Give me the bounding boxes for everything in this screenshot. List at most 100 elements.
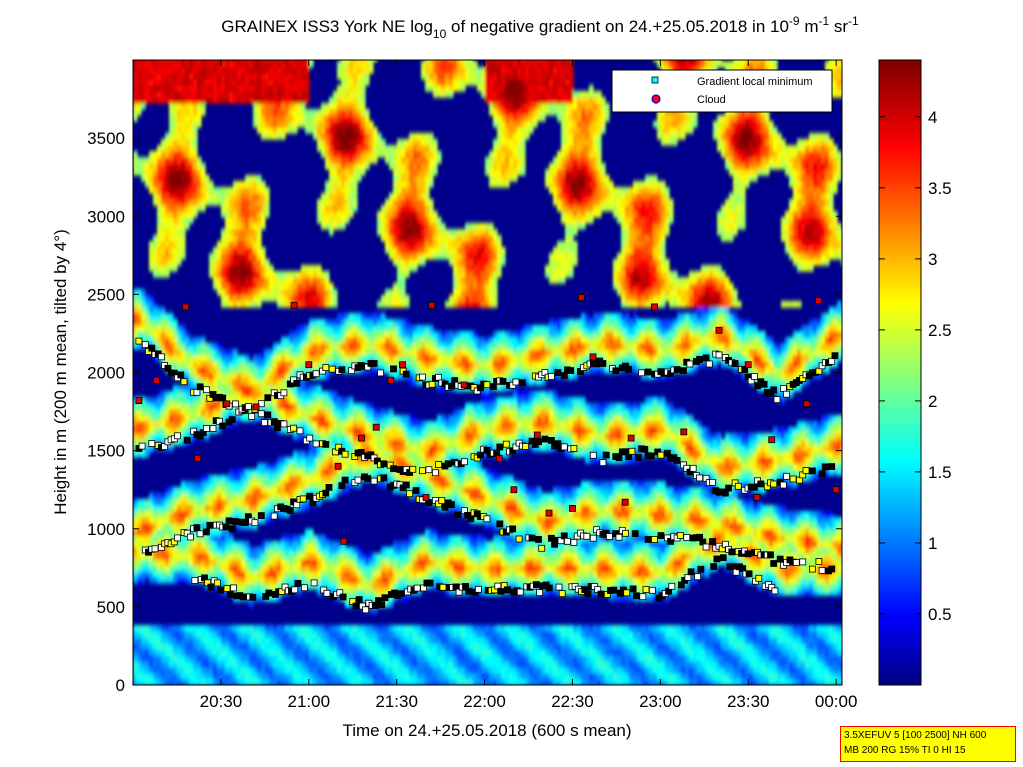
heatmap-cell: [389, 667, 394, 674]
heatmap-cell: [401, 667, 406, 674]
heatmap-cell: [409, 577, 414, 584]
heatmap-cell: [137, 343, 142, 350]
heatmap-cell: [289, 127, 294, 134]
heatmap-cell: [337, 643, 342, 650]
heatmap-cell: [385, 409, 390, 416]
heatmap-cell: [369, 127, 374, 134]
heatmap-cell: [217, 529, 222, 536]
heatmap-cell: [213, 625, 218, 632]
heatmap-cell: [401, 283, 406, 290]
heatmap-cell: [181, 349, 186, 356]
heatmap-cell: [185, 547, 190, 554]
heatmap-cell: [277, 301, 282, 308]
heatmap-cell: [245, 469, 250, 476]
heatmap-cell: [245, 493, 250, 500]
heatmap-cell: [225, 547, 230, 554]
heatmap-cell: [209, 271, 214, 278]
heatmap-cell: [169, 409, 174, 416]
heatmap-cell: [141, 577, 146, 584]
heatmap-cell: [305, 625, 310, 632]
heatmap-cell: [213, 535, 218, 542]
heatmap-cell: [313, 121, 318, 128]
heatmap-cell: [225, 649, 230, 656]
heatmap-cell: [381, 631, 386, 638]
heatmap-cell: [161, 61, 166, 68]
heatmap-cell: [293, 337, 298, 344]
heatmap-cell: [401, 631, 406, 638]
heatmap-cell: [333, 361, 338, 368]
heatmap-cell: [241, 625, 246, 632]
heatmap-cell: [193, 541, 198, 548]
heatmap-cell: [273, 475, 278, 482]
heatmap-cell: [385, 643, 390, 650]
heatmap-cell: [157, 259, 162, 266]
heatmap-cell: [305, 343, 310, 350]
heatmap-cell: [169, 115, 174, 122]
heatmap-cell: [425, 331, 430, 338]
heatmap-cell: [237, 511, 242, 518]
heatmap-cell: [169, 661, 174, 668]
heatmap-cell: [237, 565, 242, 572]
heatmap-cell: [321, 277, 326, 284]
heatmap-cell: [421, 175, 426, 182]
heatmap-cell: [257, 355, 262, 362]
heatmap-cell: [397, 673, 402, 680]
heatmap-cell: [353, 469, 358, 476]
heatmap-cell: [301, 409, 306, 416]
heatmap-cell: [169, 445, 174, 452]
heatmap-cell: [177, 193, 182, 200]
heatmap-cell: [385, 457, 390, 464]
heatmap-cell: [153, 643, 158, 650]
heatmap-cell: [145, 559, 150, 566]
heatmap-cell: [321, 391, 326, 398]
heatmap-cell: [233, 547, 238, 554]
heatmap-cell: [181, 487, 186, 494]
heatmap-cell: [265, 385, 270, 392]
heatmap-cell: [273, 565, 278, 572]
heatmap-cell: [361, 169, 366, 176]
heatmap-cell: [249, 211, 254, 218]
heatmap-cell: [269, 385, 274, 392]
heatmap-cell: [149, 565, 154, 572]
heatmap-cell: [221, 85, 226, 92]
heatmap-cell: [265, 199, 270, 206]
heatmap-cell: [381, 331, 386, 338]
heatmap-cell: [249, 283, 254, 290]
heatmap-cell: [181, 535, 186, 542]
heatmap-cell: [401, 235, 406, 242]
heatmap-cell: [277, 631, 282, 638]
heatmap-cell: [157, 511, 162, 518]
heatmap-cell: [169, 181, 174, 188]
heatmap-cell: [181, 355, 186, 362]
heatmap-cell: [177, 235, 182, 242]
heatmap-cell: [385, 145, 390, 152]
heatmap-cell: [297, 679, 302, 685]
heatmap-cell: [389, 145, 394, 152]
heatmap-cell: [409, 211, 414, 218]
heatmap-cell: [261, 295, 266, 302]
heatmap-cell: [257, 217, 262, 224]
heatmap-cell: [273, 673, 278, 680]
heatmap-cell: [169, 337, 174, 344]
heatmap-cell: [365, 667, 370, 674]
heatmap-cell: [333, 421, 338, 428]
heatmap-cell: [157, 337, 162, 344]
heatmap-cell: [361, 133, 366, 140]
heatmap-cell: [257, 367, 262, 374]
heatmap-cell: [213, 661, 218, 668]
heatmap-cell: [141, 97, 146, 104]
heatmap-cell: [325, 373, 330, 380]
heatmap-cell: [237, 271, 242, 278]
heatmap-cell: [233, 673, 238, 680]
heatmap-cell: [341, 355, 346, 362]
heatmap-cell: [373, 643, 378, 650]
heatmap-cell: [169, 169, 174, 176]
heatmap-cell: [293, 121, 298, 128]
heatmap-cell: [257, 391, 262, 398]
heatmap-cell: [325, 535, 330, 542]
heatmap-cell: [357, 439, 362, 446]
heatmap-cell: [353, 115, 358, 122]
heatmap-cell: [225, 505, 230, 512]
heatmap-cell: [229, 223, 234, 230]
heatmap-cell: [169, 85, 174, 92]
